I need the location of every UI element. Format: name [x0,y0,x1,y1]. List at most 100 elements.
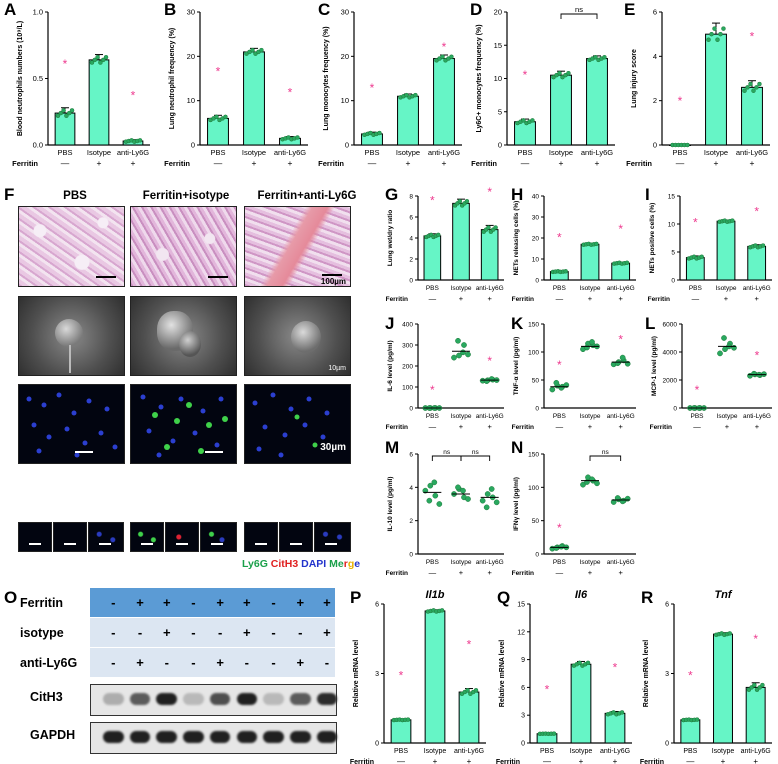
ferritin-sign: + [433,757,438,764]
y-tick-label: 0 [409,552,413,559]
if-image-antily6g: 30µm [244,384,351,464]
y-tick-label: 6 [409,215,413,222]
band [236,731,258,743]
channel-aly-merge [314,522,351,552]
x-tick-label: anti-Ly6G [743,413,771,420]
data-point [456,352,462,359]
significance-star: * [523,68,528,82]
ferritin-sign: + [613,757,618,764]
data-point [259,47,264,53]
channel-pbs-ly6g [18,522,52,552]
significance-star: * [430,193,435,207]
y-tick-label: 100 [528,350,539,357]
y-axis-label: NETs positive cells (%) [649,203,656,274]
significance-star: * [288,86,293,100]
band [129,731,151,743]
y-tick-label: 0 [535,552,539,559]
data-point [614,360,621,367]
data-point [715,37,720,42]
blot-cell: - [244,655,250,670]
significance-star: * [442,40,447,54]
chart-title: Il6 [575,589,588,601]
data-point [439,608,445,613]
bar [586,58,608,146]
y-tick-label: 100 [528,485,539,492]
data-point [66,110,72,116]
significance-star: * [131,89,136,103]
bar [480,229,499,281]
data-point [748,81,753,87]
panel-letter-k: K [511,314,524,333]
band [316,731,338,743]
y-tick-label: 50 [532,518,540,525]
ferritin-sign: + [131,158,136,168]
data-point [761,371,767,377]
data-point [479,497,486,504]
x-tick-label: PBS [426,285,440,292]
data-point [757,81,762,87]
data-point [553,379,560,386]
sem-scale-label: 10µm [328,365,346,372]
band [129,693,151,705]
y-tick-label: 6 [653,8,657,17]
blot-cell: - [217,625,223,640]
ns-label: ns [472,449,480,456]
data-point [745,85,750,90]
y-tick-label: 15 [494,41,502,50]
x-tick-label: anti-Ly6G [607,285,635,292]
y-axis-label: Lung wet/dry ratio [387,210,394,266]
chart-h: 0 10 20 30 40 NETs releasing cells (%) * * PBS — I… [512,194,636,303]
chart-p-plot: 0 3 6 Relative mRNA level Il1b * * PBS — Isotype +… [350,589,486,764]
y-axis-label: IL-6 level (pg/ml) [387,340,394,391]
data-point [440,54,445,60]
ferritin-sign: — [556,568,564,577]
x-tick-label: PBS [426,413,440,420]
chart-l-plot: 0 2000 4000 6000 MCP-1 level (pg/ml) * * PBS — Is… [650,322,772,431]
blot-cell: + [323,595,331,610]
y-tick-label: 4 [409,485,413,492]
y-tick-label: 4 [653,52,657,61]
y-tick-label: 10 [187,96,195,105]
significance-star: * [613,660,618,674]
x-tick-label: anti-Ly6G [117,148,149,157]
blot-cell: + [216,595,224,610]
bar [604,712,626,744]
data-point [493,225,498,230]
y-tick-label: 10 [494,74,502,83]
ferritin-sign: + [487,294,492,303]
ns-bracket [460,455,491,461]
chart-a-plot: 0.0 0.5 1.0 Blood neutrophils numbers (10⁹/… [12,8,150,168]
ferritin-sign: + [467,757,472,764]
band-label: GAPDH [30,728,76,742]
data-point [721,335,727,341]
micro-header-pbs: PBS [63,190,87,202]
data-point [709,31,714,37]
x-tick-label: PBS [426,559,440,566]
ns-label: ns [443,449,451,456]
blot-cell: + [136,595,144,610]
ferritin-label: Ferritin [626,159,652,168]
x-tick-label: anti-Ly6G [581,148,613,157]
chart-a: 0.0 0.5 1.0 Blood neutrophils numbers (10⁹/… [12,8,150,168]
data-point [214,114,219,120]
y-tick-label: 100 [402,385,413,392]
data-point [451,354,457,361]
he-image-isotype [130,206,237,287]
panel-letter-a: A [4,0,17,19]
blot-row-label: anti-Ly6G [20,656,78,670]
channel-pbs-merge [88,522,124,552]
chart-i-plot: 0 5 10 15 NETs positive cells (%) * * PBS — Isoty… [648,194,772,303]
y-tick-label: 9 [521,657,525,664]
bar [741,86,763,146]
bar [745,686,766,744]
y-tick-label: 2 [409,518,413,525]
data-point [530,118,535,123]
data-point [464,199,470,204]
chart-k-plot: 0 50 100 150 TNF-α level (pg/ml) * * PBS — Isotyp… [512,322,636,431]
blot-cell: - [111,625,116,640]
chart-r: 0 3 6 Relative mRNA level Tnf * * PBS — Isotype + a… [640,589,772,764]
blot-row-bg [90,648,335,677]
sem-image-pbs [18,296,125,376]
chart-m: 0 2 4 6 IL-10 level (pg/ml) ns ns PBS — Isotype + a… [386,449,504,577]
channel-aly-cith3 [279,522,313,552]
